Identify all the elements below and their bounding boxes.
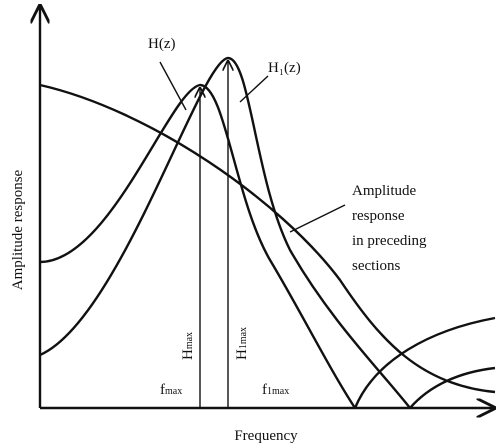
preceding-label: sections xyxy=(352,258,400,274)
f1max-label: f1max xyxy=(262,382,289,398)
h-curve xyxy=(39,83,496,409)
preceding-label: Amplitude xyxy=(352,183,417,199)
sub: 1max xyxy=(267,386,289,397)
base: f xyxy=(160,382,165,398)
preceding-pointer xyxy=(289,204,346,233)
h1max-label: H1max xyxy=(234,327,250,360)
preceding-label: response xyxy=(352,208,405,224)
base: H xyxy=(180,349,196,360)
base: H xyxy=(234,349,250,360)
y-axis-label: Amplitude response xyxy=(10,169,26,290)
base: f xyxy=(262,382,267,398)
x-axis-label: Frequency xyxy=(234,428,298,444)
h1-label: H₁(z) xyxy=(268,60,301,76)
h-label: H(z) xyxy=(148,36,175,52)
hmax-label: Hmax xyxy=(180,332,196,360)
preceding-label: in preceding xyxy=(352,233,427,249)
sub: 1max xyxy=(238,327,249,349)
sub: max xyxy=(165,386,182,397)
sub: max xyxy=(184,332,195,349)
preceding-curve xyxy=(39,83,496,394)
h1-pointer xyxy=(239,75,269,103)
fmax-label: fmax xyxy=(160,382,182,398)
h1-curve xyxy=(39,56,496,409)
h-pointer xyxy=(159,61,187,111)
